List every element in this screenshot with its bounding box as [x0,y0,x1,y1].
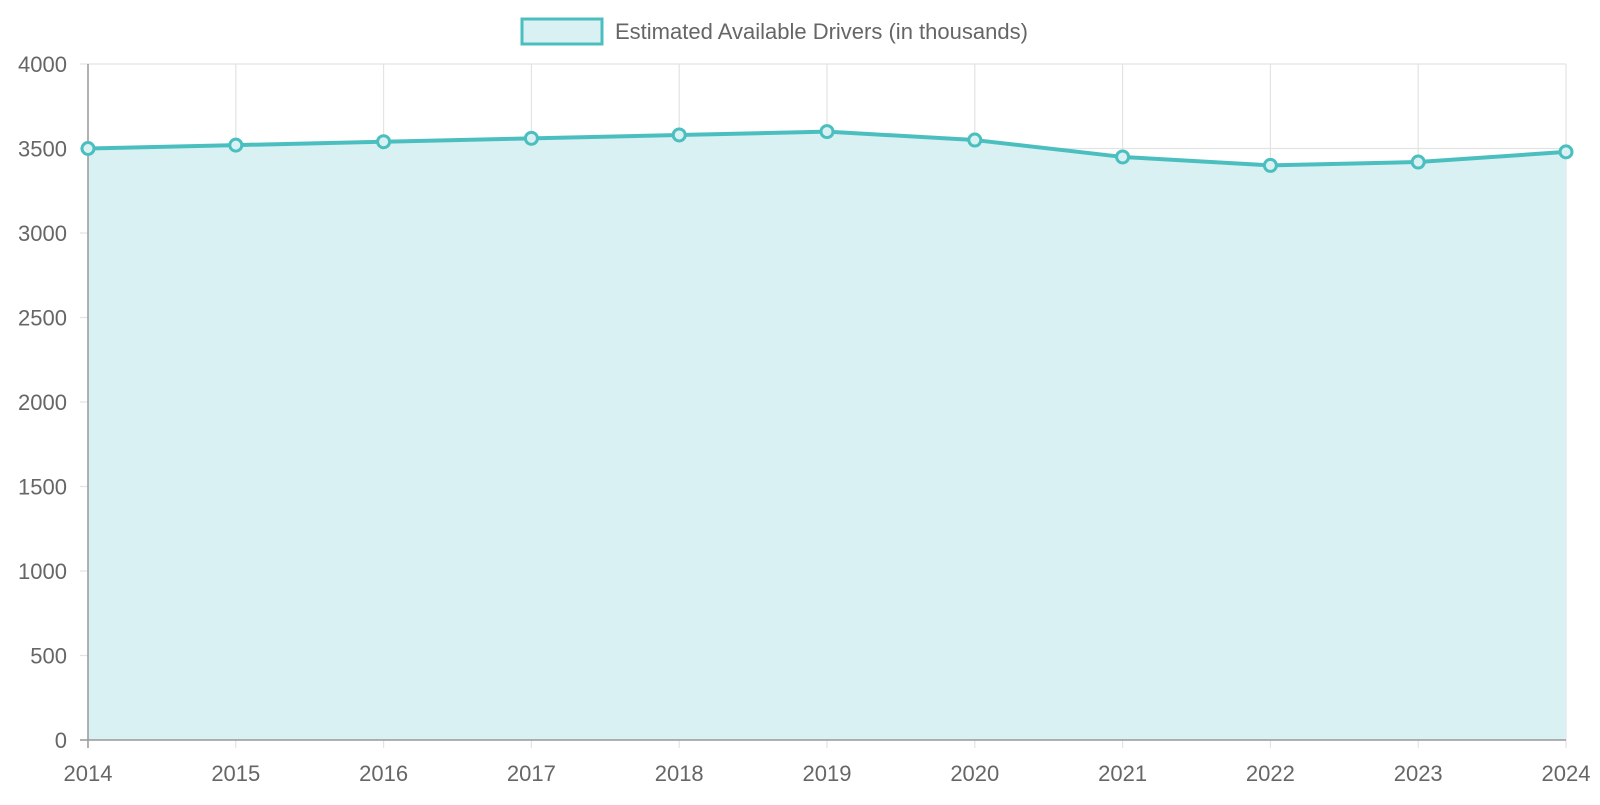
x-tick-label: 2015 [211,761,260,786]
data-point [819,124,835,140]
x-tick-label: 2024 [1542,761,1591,786]
data-point [80,141,96,156]
y-tick-label: 1500 [18,475,67,500]
x-axis-tick-labels: 2014 2015 2016 2017 2018 2019 2020 2021 2022 2023… [64,761,1591,786]
y-tick-label: 2000 [18,390,67,415]
data-point [376,134,392,150]
data-point [1410,154,1426,170]
y-tick-label: 3000 [18,221,67,246]
y-tick-label: 4000 [18,52,67,77]
data-point [523,130,539,146]
series-area [88,131,1566,741]
y-tick-label: 500 [30,644,67,669]
y-tick-label: 0 [55,728,67,753]
x-tick-label: 2018 [655,761,704,786]
x-tick-label: 2023 [1394,761,1443,786]
data-point [967,132,983,148]
axes [80,64,1566,748]
y-tick-label: 2500 [18,306,67,331]
legend-label: Estimated Available Drivers (in thousand… [615,19,1028,44]
y-tick-label: 1000 [18,559,67,584]
data-point [1262,157,1278,173]
x-tick-label: 2020 [950,761,999,786]
x-tick-label: 2022 [1246,761,1295,786]
y-axis-tick-labels: 0 500 1000 1500 2000 2500 3000 3500 4000 [18,52,67,753]
x-tick-label: 2016 [359,761,408,786]
data-point [1115,149,1131,165]
data-point [671,127,687,143]
legend[interactable]: Estimated Available Drivers (in thousand… [520,17,1028,46]
x-tick-label: 2014 [64,761,113,786]
x-tick-label: 2017 [507,761,556,786]
x-tick-label: 2019 [803,761,852,786]
data-points [80,124,1574,173]
legend-swatch [520,17,604,46]
x-tick-label: 2021 [1098,761,1147,786]
data-point [228,137,244,153]
data-point [1558,144,1574,160]
y-tick-label: 3500 [18,137,67,162]
area-fill [88,131,1566,741]
